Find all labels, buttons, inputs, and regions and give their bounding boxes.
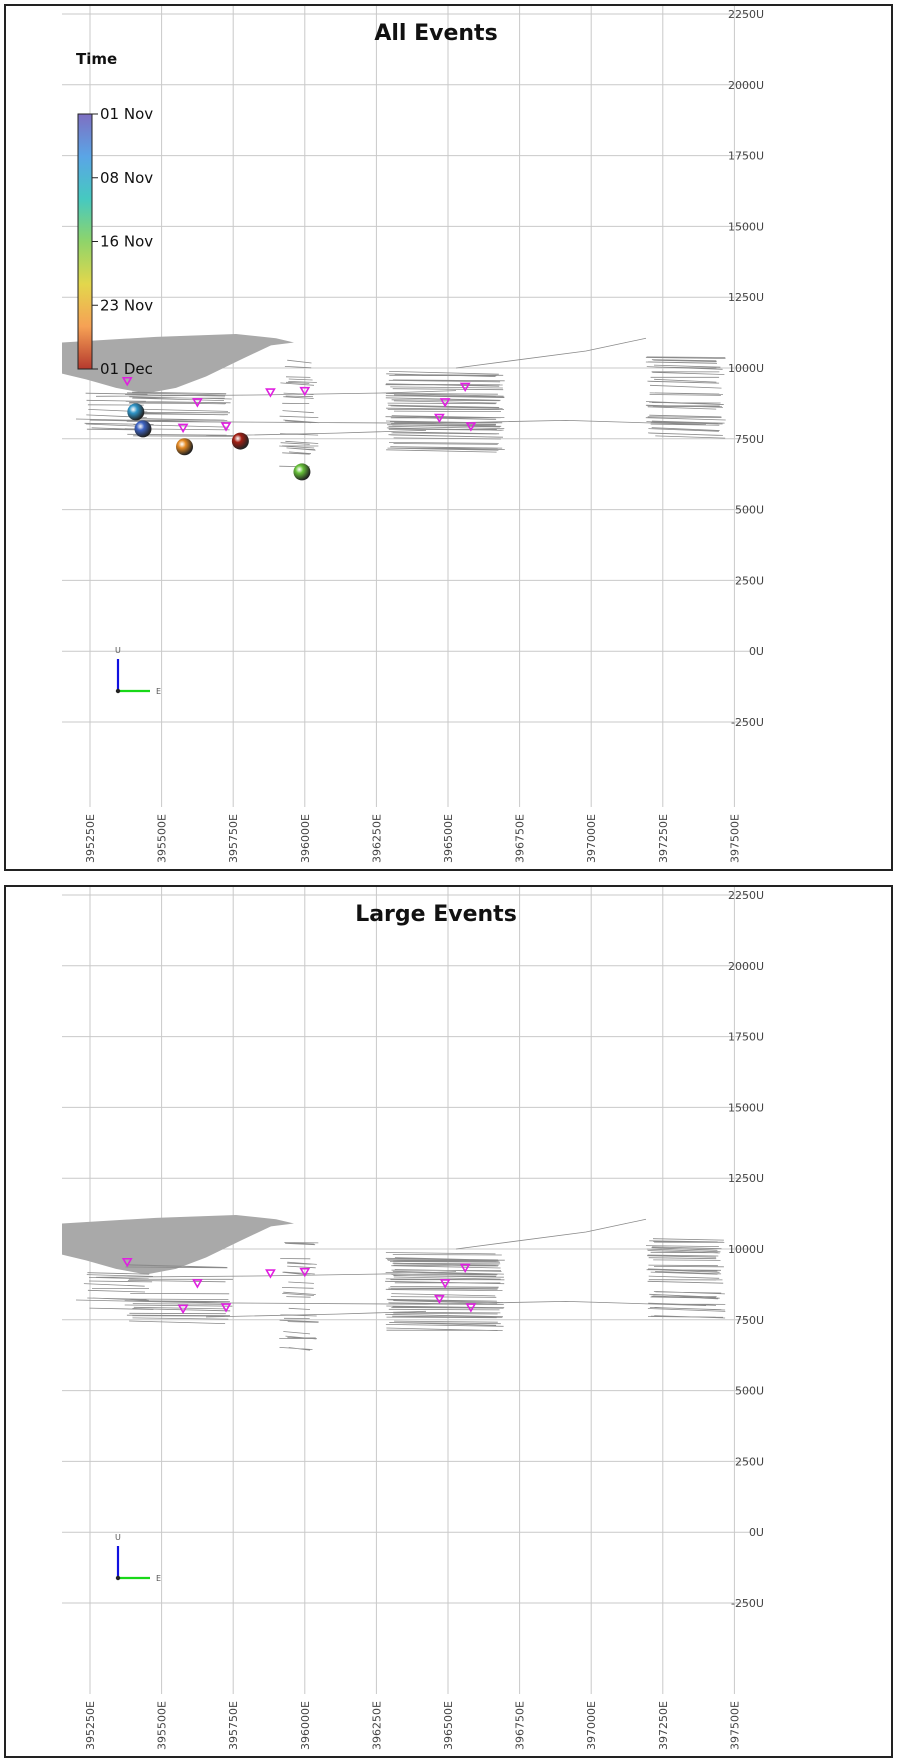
event-point [231, 432, 249, 450]
east-axis-label: E [156, 687, 161, 696]
colorbar-gradient [77, 113, 93, 370]
y-tick-label: 1500U [728, 1101, 764, 1114]
x-tick-label: 397000E [585, 1701, 598, 1750]
y-tick-label: 1000U [728, 362, 764, 375]
x-tick-label: 395500E [156, 814, 169, 863]
colorbar-label: 01 Nov [100, 105, 153, 123]
x-tick-label: 395250E [84, 1701, 97, 1750]
y-tick-label: 750U [735, 1314, 764, 1327]
y-tick-label: -250U [731, 716, 764, 729]
x-tick-label: 396500E [442, 814, 455, 863]
station-marker [265, 388, 276, 398]
x-tick-label: 396250E [370, 814, 383, 863]
colorbar-label: 23 Nov [100, 296, 153, 314]
ore-body-polygon [62, 334, 294, 394]
chart-svg: 2250U 2000U 1750U 1500U 1250U 1000U 750U 500U 25… [62, 6, 764, 863]
station-markers [121, 1257, 477, 1315]
station-marker [121, 376, 133, 387]
chart-panel-all-events: 2250U 2000U 1750U 1500U 1250U 1000U 750U 500U 25… [4, 4, 893, 871]
y-tick-label: 1500U [728, 220, 764, 233]
station-markers [121, 376, 477, 434]
up-axis-label: U [115, 646, 121, 655]
origin-dot [115, 1575, 121, 1581]
station-marker [459, 1263, 471, 1274]
y-tick-label: 500U [735, 1385, 764, 1398]
event-point [134, 420, 152, 438]
up-axis-label: U [115, 1533, 121, 1542]
x-tick-label: 397500E [728, 814, 741, 863]
y-tick-label: 2250U [728, 8, 764, 21]
station-marker [465, 1303, 477, 1313]
y-tick-label: 500U [735, 504, 764, 517]
x-tick-label: 396250E [370, 1701, 383, 1750]
station-marker [177, 1304, 189, 1315]
station-marker [439, 398, 451, 408]
x-tick-label: 397500E [728, 1701, 741, 1750]
chart-svg: 2250U 2000U 1750U 1500U 1250U 1000U 750U 500U 25… [62, 887, 764, 1750]
x-tick-label: 395500E [156, 1701, 169, 1750]
chart-panel-large-events: 2250U 2000U 1750U 1500U 1250U 1000U 750U 500U 25… [4, 885, 893, 1758]
x-tick-label: 396750E [514, 814, 527, 863]
mine-workings [75, 337, 726, 468]
y-tick-label: 250U [735, 1455, 764, 1468]
colorbar-label: 16 Nov [100, 233, 153, 251]
event-point [176, 438, 194, 456]
station-marker [220, 1303, 232, 1313]
axis-gizmo: UE [115, 646, 161, 696]
chart-title: Large Events [355, 902, 517, 927]
drift-lines [75, 337, 726, 468]
origin-dot [115, 688, 121, 694]
event-point [127, 403, 145, 421]
y-tick-label: 0U [749, 1526, 764, 1539]
colorbar: Time 01 Nov 08 Nov 16 Nov 23 Nov 01 Dec [76, 50, 153, 378]
station-marker [434, 1294, 445, 1305]
y-tick-label: 0U [749, 645, 764, 658]
colorbar-label: 01 Dec [100, 360, 153, 378]
x-tick-label: 397000E [585, 814, 598, 863]
x-tick-label: 395750E [227, 814, 240, 863]
y-tick-label: 1000U [728, 1243, 764, 1256]
colorbar-label: 08 Nov [100, 169, 153, 187]
x-tick-label: 395250E [84, 814, 97, 863]
x-tick-label: 396000E [299, 814, 312, 863]
y-tick-label: 1750U [728, 1031, 764, 1044]
x-tick-label: 396000E [299, 1701, 312, 1750]
y-tick-label: 1250U [728, 1172, 764, 1185]
chart-title: All Events [374, 21, 497, 46]
x-tick-label: 397250E [657, 814, 670, 863]
colorbar-title: Time [76, 50, 117, 68]
x-tick-label: 396500E [442, 1701, 455, 1750]
station-marker [192, 398, 203, 408]
station-marker [192, 1279, 203, 1289]
station-marker [434, 413, 445, 424]
station-marker [177, 423, 189, 434]
station-marker [299, 386, 311, 397]
east-axis-label: E [156, 1574, 161, 1583]
y-tick-label: -250U [731, 1597, 764, 1610]
y-tick-label: 2000U [728, 79, 764, 92]
ore-body-polygon [62, 1215, 294, 1275]
station-marker [265, 1269, 276, 1279]
station-marker [465, 422, 477, 432]
station-marker [299, 1267, 311, 1278]
y-tick-label: 750U [735, 433, 764, 446]
y-tick-label: 2000U [728, 960, 764, 973]
y-tick-label: 1750U [728, 150, 764, 163]
station-marker [121, 1257, 133, 1268]
x-tick-label: 397250E [657, 1701, 670, 1750]
gridlines [62, 887, 751, 1694]
y-tick-label: 250U [735, 574, 764, 587]
y-tick-label: 2250U [728, 889, 764, 902]
station-marker [439, 1279, 451, 1289]
x-tick-label: 396750E [514, 1701, 527, 1750]
ore-body-shape [62, 1215, 294, 1275]
axis-gizmo: UE [115, 1533, 161, 1583]
ore-body-shape [62, 334, 294, 394]
y-tick-label: 1250U [728, 291, 764, 304]
station-marker [220, 422, 232, 432]
station-marker [459, 382, 471, 393]
event-point [293, 463, 311, 481]
x-tick-label: 395750E [227, 1701, 240, 1750]
